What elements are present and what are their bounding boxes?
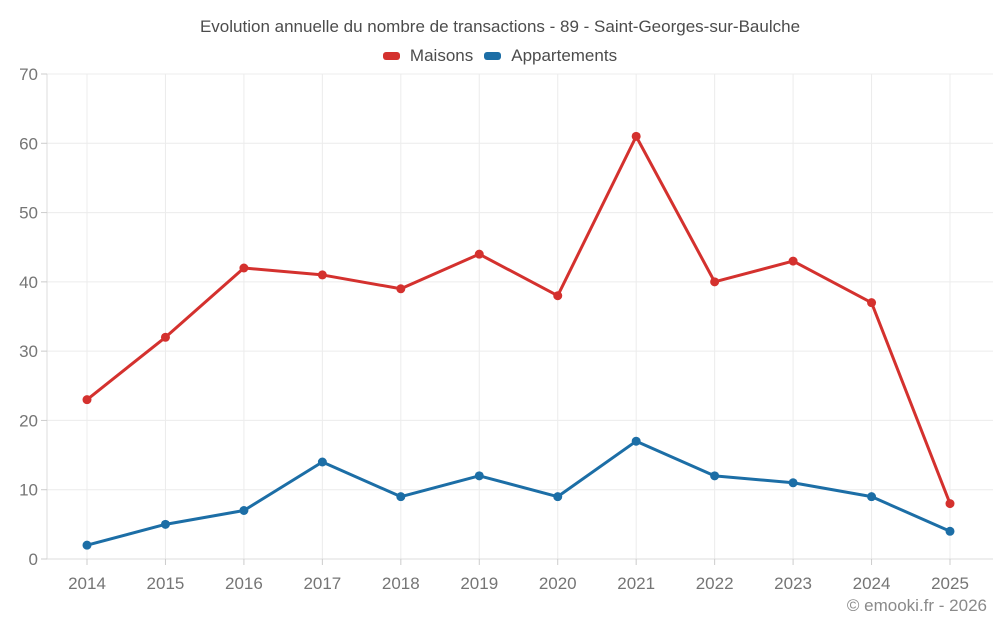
x-axis-label: 2016	[225, 574, 263, 593]
y-axis-label: 70	[19, 65, 38, 84]
x-axis-label: 2015	[147, 574, 185, 593]
data-point-maisons[interactable]	[82, 395, 92, 405]
data-point-appartements[interactable]	[631, 436, 641, 446]
x-axis-label: 2017	[303, 574, 341, 593]
x-axis-label: 2025	[931, 574, 969, 593]
data-point-maisons[interactable]	[867, 298, 877, 308]
x-axis-label: 2023	[774, 574, 812, 593]
chart-legend: Maisons Appartements	[0, 45, 1000, 66]
y-axis-label: 10	[19, 481, 38, 500]
appartements-series-swatch	[484, 51, 502, 60]
data-point-appartements[interactable]	[317, 457, 327, 467]
y-axis-label: 30	[19, 342, 38, 361]
series-line-appartements	[85, 439, 952, 547]
x-axis-label: 2014	[68, 574, 106, 593]
legend-label-maisons: Maisons	[409, 46, 474, 65]
x-axis-label: 2018	[382, 574, 420, 593]
data-point-maisons[interactable]	[945, 499, 955, 509]
chart-title: Evolution annuelle du nombre de transact…	[199, 17, 801, 36]
legend-item-maisons[interactable]: Maisons	[382, 45, 474, 66]
y-axis-label: 50	[19, 204, 38, 223]
series-line-maisons	[85, 134, 952, 506]
data-point-maisons[interactable]	[631, 131, 641, 141]
legend-label-appartements: Appartements	[511, 46, 618, 65]
x-axis-label: 2020	[539, 574, 577, 593]
y-axis-label: 20	[19, 411, 38, 430]
data-point-appartements[interactable]	[396, 492, 406, 502]
data-point-maisons[interactable]	[160, 332, 170, 342]
data-point-appartements[interactable]	[82, 540, 92, 550]
data-point-appartements[interactable]	[867, 492, 877, 502]
y-axis-label: 0	[29, 550, 38, 569]
maisons-series-swatch	[382, 51, 400, 60]
data-point-maisons[interactable]	[474, 249, 484, 259]
x-axis-label: 2019	[460, 574, 498, 593]
data-point-maisons[interactable]	[788, 256, 798, 266]
data-point-maisons[interactable]	[553, 291, 563, 301]
data-point-appartements[interactable]	[160, 519, 170, 529]
data-point-maisons[interactable]	[317, 270, 327, 280]
x-axis-label: 2021	[617, 574, 655, 593]
footer-credit: © emooki.fr - 2026	[846, 596, 987, 615]
x-axis-label: 2024	[853, 574, 891, 593]
data-point-appartements[interactable]	[474, 471, 484, 481]
legend-item-appartements[interactable]: Appartements	[484, 45, 617, 66]
y-axis-label: 60	[19, 134, 38, 153]
data-point-appartements[interactable]	[553, 492, 563, 502]
data-point-maisons[interactable]	[710, 277, 720, 287]
data-point-appartements[interactable]	[945, 526, 955, 536]
data-point-appartements[interactable]	[710, 471, 720, 481]
data-point-maisons[interactable]	[396, 284, 406, 294]
x-axis-label: 2022	[696, 574, 734, 593]
data-point-appartements[interactable]	[239, 506, 249, 515]
data-point-maisons[interactable]	[239, 263, 249, 273]
data-point-appartements[interactable]	[788, 478, 798, 488]
y-axis-label: 40	[19, 273, 38, 292]
